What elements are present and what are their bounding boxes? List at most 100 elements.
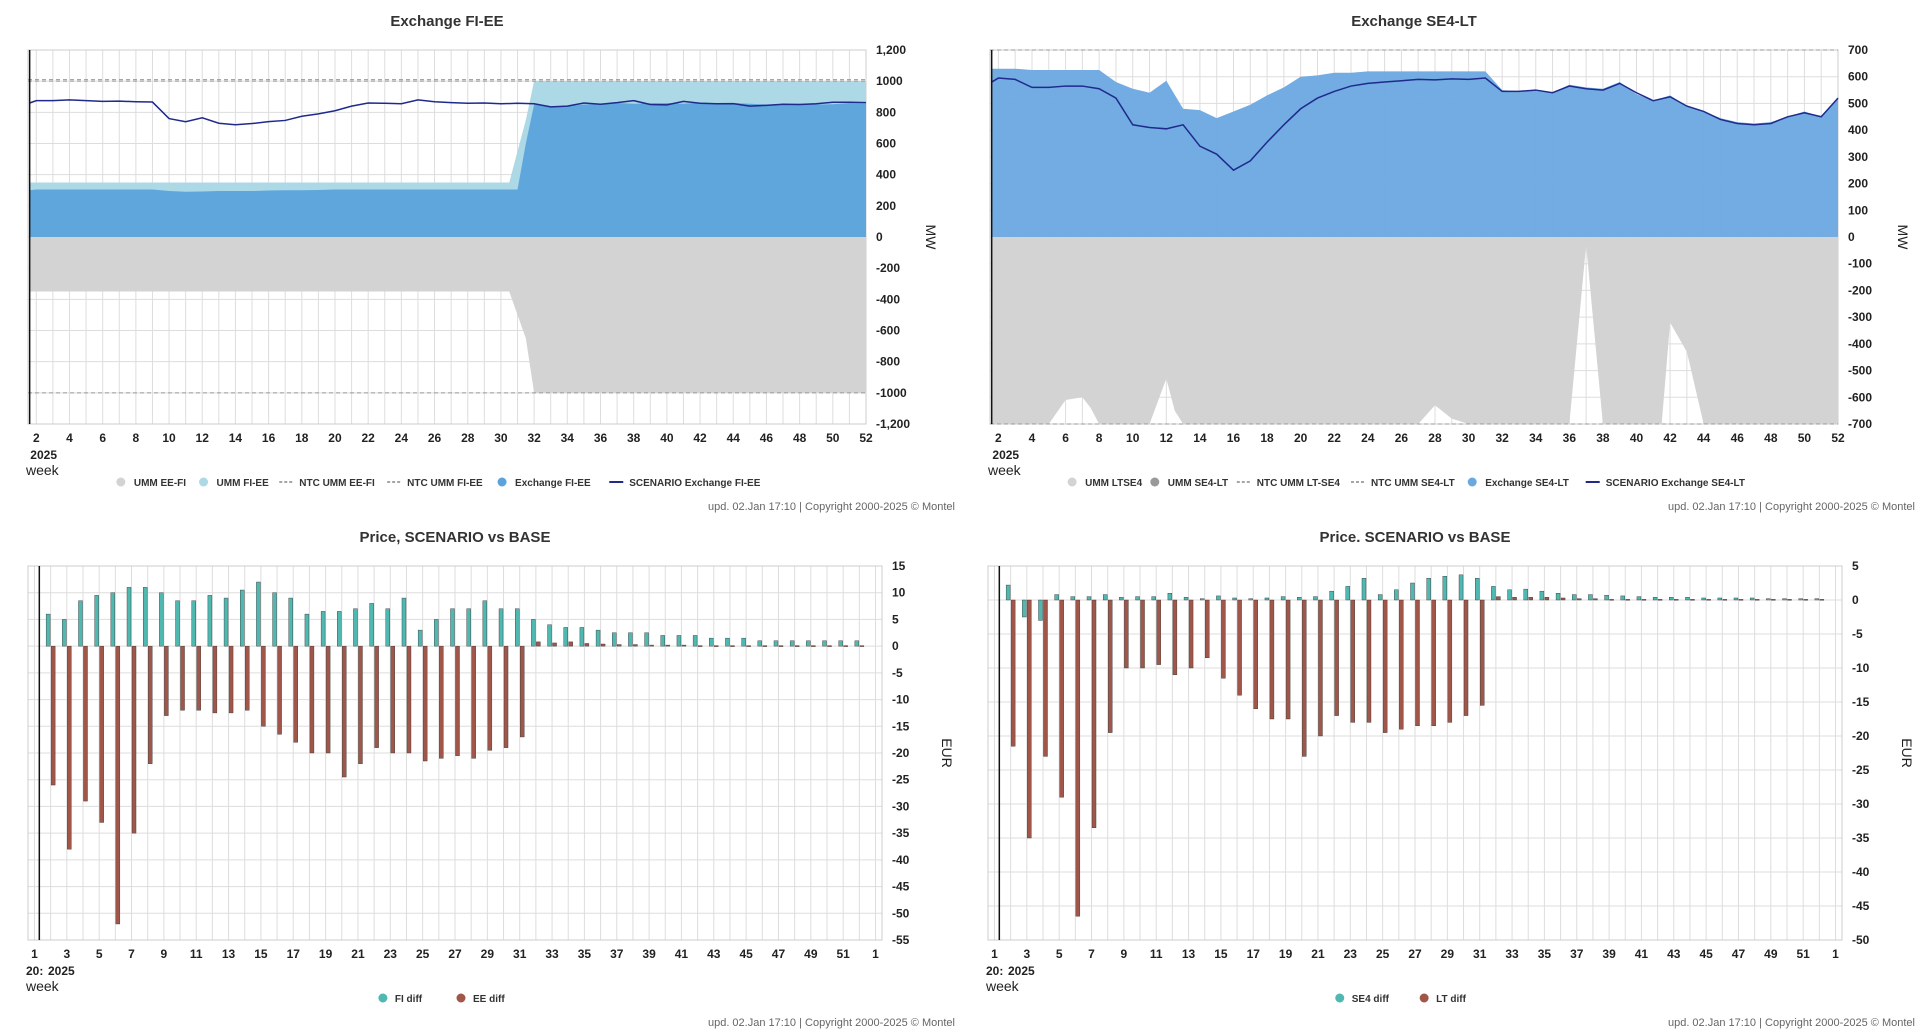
x-tick-label: 29: [1441, 947, 1455, 961]
legend-label: SCENARIO Exchange SE4-LT: [1606, 478, 1745, 489]
x-tick-label: 34: [1529, 431, 1543, 445]
x-tick-label: 18: [295, 431, 309, 445]
bar-lt-diff: [1140, 599, 1145, 669]
plot-border: [987, 565, 1843, 941]
bar-ee-diff: [843, 645, 848, 647]
bar-ee-diff: [212, 645, 218, 714]
copyright-credit: upd. 02.Jan 17:10 | Copyright 2000-2025 …: [1668, 1017, 1915, 1029]
x-tick-label: 44: [1697, 431, 1711, 445]
bar-fi-diff: [838, 640, 843, 647]
bar-se4-diff: [1361, 578, 1367, 601]
bar-lt-diff: [1512, 597, 1517, 601]
x-tick-label: 40: [1630, 431, 1644, 445]
bar-se4-diff: [1200, 598, 1205, 601]
bar-lt-diff: [1803, 599, 1808, 601]
x-tick-label: 23: [384, 947, 398, 961]
legend-swatch: [497, 477, 507, 487]
bar-lt-diff: [1609, 599, 1614, 601]
x-tick-label: 42: [1663, 431, 1677, 445]
bar-se4-diff: [1054, 594, 1059, 601]
bar-lt-diff: [1318, 599, 1323, 737]
y-tick-label: -200: [876, 261, 900, 275]
bar-lt-diff: [1593, 598, 1598, 601]
bar-fi-diff: [628, 632, 633, 647]
line-scenario-exchange-fi-ee: [29, 99, 867, 126]
bar-lt-diff: [1124, 599, 1129, 669]
x-tick-label: 8: [1096, 431, 1103, 445]
bar-se4-diff: [1507, 589, 1512, 601]
y-tick-label: -800: [876, 355, 900, 369]
x-tick-label: 4: [1029, 431, 1036, 445]
chart-exchange-fi-ee: Exchange FI-EE 1,200 1000 800 600 400 200 0 -200…: [25, 13, 955, 513]
bar-fi-diff: [175, 600, 180, 647]
bar-lt-diff: [1382, 599, 1388, 733]
x-tick-label: 33: [1505, 947, 1519, 961]
bar-ee-diff: [422, 645, 428, 762]
x-tick-label: 17: [1247, 947, 1261, 961]
y-tick-label: -700: [1848, 417, 1872, 431]
x-tick-label: 37: [610, 947, 624, 961]
bar-ee-diff: [519, 645, 525, 738]
bar-fi-diff: [531, 619, 536, 647]
x-axis-title: week: [25, 978, 60, 994]
bar-fi-diff: [434, 619, 439, 647]
x-tick-label: 5: [96, 947, 103, 961]
bar-fi-diff: [644, 632, 649, 647]
copyright-credit: upd. 02.Jan 17:10 | Copyright 2000-2025 …: [708, 501, 955, 513]
y-tick-label: -35: [892, 826, 910, 840]
x-year-prefix-label: 20:: [986, 964, 1003, 978]
bar-se4-diff: [1394, 589, 1399, 601]
bar-ee-diff: [67, 645, 72, 850]
y-axis-title: EUR: [939, 738, 955, 768]
bar-lt-diff: [1075, 599, 1081, 917]
bar-fi-diff: [417, 629, 423, 647]
bar-lt-diff: [1107, 599, 1113, 733]
chart-exchange-se4-lt: Exchange SE4-LT 700 600 500 400 300 200 100 0 -10…: [987, 13, 1915, 513]
bar-se4-diff: [1685, 597, 1690, 601]
x-tick-label: 11: [1150, 947, 1163, 961]
legend-swatch: [1419, 993, 1429, 1003]
y-tick-label: 1,200: [876, 43, 906, 57]
bar-fi-diff: [288, 597, 293, 647]
bar-ee-diff: [665, 644, 670, 647]
x-tick-label: 40: [660, 431, 674, 445]
legend-label: NTC UMM EE-FI: [299, 478, 375, 489]
x-tick-label: 17: [287, 947, 301, 961]
bar-se4-diff: [1426, 578, 1431, 601]
x-tick-label: 25: [1376, 947, 1390, 961]
bar-fi-diff: [256, 581, 261, 647]
bar-fi-diff: [304, 613, 310, 647]
bar-se4-diff: [1474, 578, 1480, 601]
legend-swatch: [199, 477, 209, 487]
y-tick-label: 800: [876, 105, 896, 119]
bar-fi-diff: [692, 635, 698, 647]
bar-ee-diff: [762, 645, 768, 647]
x-tick-label: 8: [133, 431, 140, 445]
bar-fi-diff: [240, 589, 245, 647]
x-tick-label: 24: [395, 431, 409, 445]
y-tick-label: 0: [1852, 593, 1859, 607]
x-tick-label: 43: [1667, 947, 1681, 961]
y-tick-label: -400: [1848, 337, 1872, 351]
x-tick-label: 47: [1732, 947, 1746, 961]
bar-ee-diff: [536, 641, 541, 647]
bar-se4-diff: [1669, 597, 1674, 601]
bar-lt-diff: [1091, 599, 1097, 829]
bar-se4-diff: [1102, 594, 1108, 601]
bar-fi-diff: [223, 597, 229, 647]
bar-se4-diff: [1070, 596, 1076, 601]
bar-lt-diff: [1027, 599, 1032, 839]
y-tick-label: -15: [892, 719, 910, 733]
y-axis-title: MW: [1895, 225, 1911, 251]
bar-fi-diff: [272, 592, 277, 647]
bar-ee-diff: [245, 645, 250, 711]
x-year-label: 2025: [48, 964, 75, 978]
bar-se4-diff: [1652, 597, 1658, 601]
bar-lt-diff: [1560, 597, 1566, 601]
legend-label: SE4 diff: [1352, 994, 1390, 1005]
x-tick-label: 47: [772, 947, 786, 961]
x-tick-label: 49: [804, 947, 818, 961]
bar-ee-diff: [115, 645, 121, 925]
bar-ee-diff: [342, 645, 347, 778]
y-tick-label: -40: [1852, 865, 1870, 879]
